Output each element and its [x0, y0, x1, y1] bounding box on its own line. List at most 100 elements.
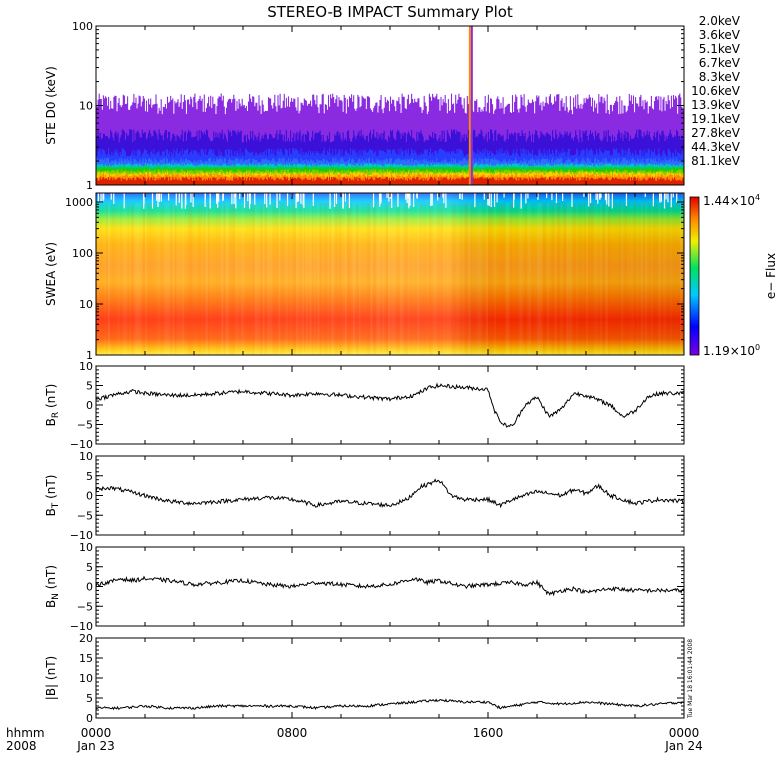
x-tick-date-label: Jan 23	[76, 739, 115, 753]
swea-texture	[386, 203, 389, 355]
swea-texture	[374, 203, 377, 355]
swea-top-gap	[192, 193, 194, 207]
swea-texture	[235, 203, 238, 355]
swea-top-gap	[303, 193, 305, 209]
swea-top-gap	[279, 193, 281, 201]
bmag-y-tick-label: 20	[79, 632, 93, 645]
swea-texture	[370, 203, 373, 355]
swea-texture	[596, 203, 598, 355]
bt-y-tick-label: −5	[77, 509, 93, 522]
swea-top-gap	[100, 193, 102, 204]
swea-texture	[227, 203, 230, 355]
swea-texture	[172, 203, 175, 355]
swea-texture	[503, 203, 506, 355]
swea-texture	[390, 203, 392, 355]
swea-texture	[655, 203, 657, 355]
bn-y-tick-label: −5	[77, 600, 93, 613]
swea-top-gap	[487, 193, 489, 206]
swea-top-gap	[168, 193, 170, 201]
swea-texture	[587, 203, 590, 355]
bt-y-tick-label: 0	[86, 490, 93, 503]
ste-legend-entry: 13.9keV	[691, 98, 741, 112]
swea-texture	[182, 203, 185, 355]
swea-top-gap	[233, 193, 235, 205]
swea-texture	[440, 203, 443, 355]
swea-texture	[163, 203, 165, 355]
swea-texture	[603, 203, 606, 355]
swea-texture	[621, 203, 624, 355]
swea-texture	[133, 203, 135, 355]
swea-texture	[427, 203, 429, 355]
swea-texture	[586, 203, 588, 355]
swea-texture	[264, 203, 267, 355]
swea-texture	[243, 203, 245, 355]
swea-top-gap	[160, 193, 162, 202]
swea-texture	[633, 203, 636, 355]
swea-texture	[284, 203, 286, 355]
swea-top-gap	[408, 193, 410, 209]
swea-top-gap	[342, 193, 344, 209]
swea-texture	[111, 203, 114, 355]
swea-top-gap	[249, 193, 251, 204]
swea-texture	[556, 203, 559, 355]
swea-texture	[196, 203, 198, 355]
swea-texture	[223, 203, 226, 355]
swea-texture	[410, 203, 412, 355]
swea-texture	[501, 203, 504, 355]
br-frame	[95, 365, 685, 445]
br-y-tick-label: −10	[70, 438, 93, 451]
swea-top-gap	[670, 193, 672, 208]
swea-texture	[221, 203, 224, 355]
swea-top-gap	[296, 193, 298, 203]
swea-texture	[401, 203, 404, 355]
swea-texture	[229, 203, 232, 355]
swea-texture	[145, 203, 147, 355]
swea-top-gap	[437, 193, 439, 201]
swea-top-gap	[231, 193, 233, 205]
swea-texture	[148, 203, 151, 355]
swea-top-gap	[537, 193, 539, 200]
swea-texture	[153, 203, 155, 355]
swea-top-gap	[335, 193, 338, 204]
swea-texture	[635, 203, 637, 355]
swea-texture	[365, 203, 367, 355]
swea-texture	[672, 203, 674, 355]
swea-texture	[538, 203, 541, 355]
swea-texture	[407, 203, 410, 355]
swea-texture	[348, 203, 351, 355]
swea-texture	[252, 203, 255, 355]
swea-top-gap	[490, 193, 492, 208]
swea-top-gap	[248, 193, 251, 209]
colorbar-bar	[689, 196, 700, 356]
swea-texture	[651, 203, 653, 355]
swea-texture	[466, 203, 469, 355]
swea-texture	[129, 203, 131, 355]
swea-texture	[260, 203, 263, 355]
swea-texture	[552, 203, 555, 355]
swea-texture	[247, 203, 249, 355]
swea-texture	[114, 203, 116, 355]
swea-texture	[157, 203, 159, 355]
swea-texture	[615, 203, 617, 355]
swea-texture	[376, 203, 379, 355]
bn-panel: 10 5 0 −5 −10 BN (nT)	[44, 541, 685, 633]
swea-top-gap	[123, 193, 125, 209]
swea-texture	[533, 203, 535, 355]
swea-top-gap	[297, 193, 300, 201]
swea-texture	[662, 203, 664, 355]
swea-texture	[368, 203, 371, 355]
swea-texture	[474, 203, 476, 355]
swea-texture	[159, 203, 161, 355]
ste-ylabel: STE D0 (keV)	[44, 66, 58, 145]
swea-texture	[560, 203, 563, 355]
swea-texture	[493, 203, 496, 355]
swea-texture	[270, 203, 273, 355]
swea-texture	[276, 203, 279, 355]
swea-texture	[529, 203, 532, 355]
swea-top-gap	[546, 193, 548, 199]
swea-texture	[599, 203, 602, 355]
ste-panel: 1 10 100 STE D0 (keV)	[44, 20, 685, 192]
swea-texture	[180, 203, 182, 355]
swea-texture	[293, 203, 296, 355]
